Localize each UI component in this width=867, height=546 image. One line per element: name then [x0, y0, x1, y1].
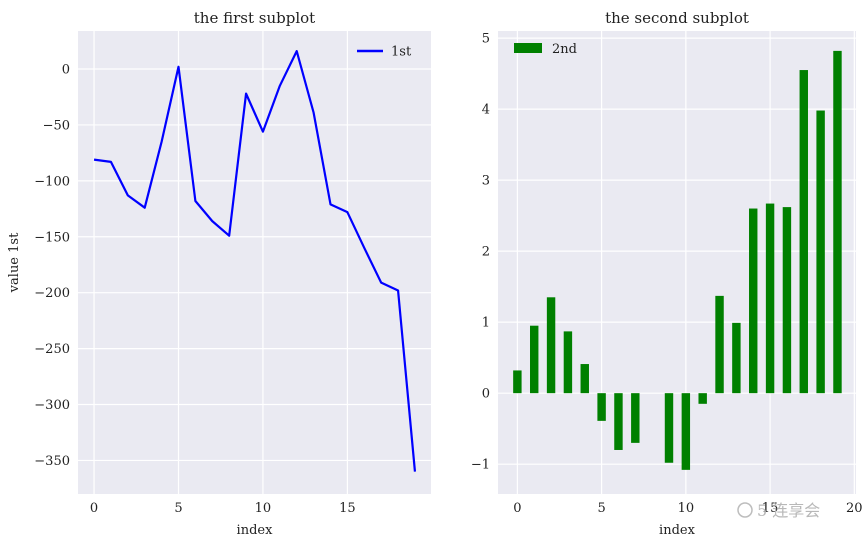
bar	[664, 393, 674, 463]
wechat-icon	[737, 502, 753, 518]
plot-area-2	[498, 31, 856, 494]
x-tick-label: 5	[597, 501, 605, 516]
legend-2-label: 2nd	[552, 42, 577, 57]
bar	[597, 393, 606, 421]
bar	[782, 207, 792, 394]
y-tick-label: 2	[482, 245, 490, 260]
bar	[513, 370, 522, 394]
legend-1: 1st	[357, 45, 412, 60]
bar	[833, 50, 842, 394]
bar	[749, 208, 758, 394]
bar	[799, 70, 808, 394]
legend-2-swatch	[514, 43, 542, 53]
ticks-2: 0 5 10 15 20 −1 0 1 2 3 4 5	[471, 32, 863, 516]
y-tick-label: −50	[43, 118, 70, 133]
x-tick-label: 10	[255, 501, 272, 516]
x-tick-label: 0	[90, 501, 98, 516]
plot-area-1	[78, 31, 431, 494]
subplot-2-xlabel: index	[659, 523, 696, 538]
series-area-1	[93, 50, 417, 472]
bar	[732, 322, 741, 394]
series-line-1st	[93, 50, 417, 472]
y-tick-label: −300	[34, 398, 70, 413]
bar	[715, 295, 724, 394]
bar	[580, 364, 589, 394]
legend-2: 2nd	[514, 42, 577, 57]
subplot-1-ylabel: value 1st	[7, 232, 22, 293]
bar	[631, 393, 640, 443]
y-tick-label: −350	[34, 454, 70, 469]
legend-1-label: 1st	[391, 45, 412, 60]
bar	[614, 393, 623, 450]
x-tick-label: 0	[513, 501, 521, 516]
series-area-2	[513, 50, 842, 470]
y-tick-label: −150	[34, 230, 70, 245]
subplot-1-xlabel: index	[237, 523, 274, 538]
bar	[681, 393, 691, 470]
x-tick-label: 15	[762, 501, 779, 516]
y-tick-label: −100	[34, 174, 70, 189]
subplot-2: 0 5 10 15 20 −1 0 1 2 3 4 5 the second subplot inde…	[471, 9, 863, 538]
y-tick-label: 4	[482, 103, 490, 118]
bar	[698, 393, 707, 404]
x-tick-label: 15	[339, 501, 356, 516]
bar	[546, 297, 556, 394]
watermark: 5 连享会	[737, 501, 820, 520]
y-tick-label: −1	[471, 458, 490, 473]
bar	[530, 325, 539, 394]
y-tick-label: −250	[34, 342, 70, 357]
x-tick-label: 5	[174, 501, 182, 516]
bar	[816, 110, 825, 394]
y-tick-label: 0	[482, 387, 490, 402]
grid-1	[78, 31, 431, 494]
bar	[563, 331, 573, 394]
y-tick-label: 3	[482, 174, 490, 189]
bar	[765, 203, 775, 394]
x-tick-label: 20	[846, 501, 863, 516]
y-tick-label: 1	[482, 316, 490, 331]
ticks-1: 0 5 10 15 0 −50 −100 −150 −200 −250 −300 −350	[34, 63, 355, 516]
x-tick-label: 10	[678, 501, 695, 516]
subplot-1-title: the first subplot	[194, 9, 315, 27]
subplot-2-title: the second subplot	[605, 9, 749, 27]
y-tick-label: 5	[482, 32, 490, 47]
y-tick-label: −200	[34, 286, 70, 301]
grid-2	[498, 31, 856, 494]
y-tick-label: 0	[62, 63, 70, 78]
watermark-text: 5 连享会	[757, 501, 820, 520]
subplot-1: 0 5 10 15 0 −50 −100 −150 −200 −250 −300 −350 the f…	[7, 9, 431, 538]
